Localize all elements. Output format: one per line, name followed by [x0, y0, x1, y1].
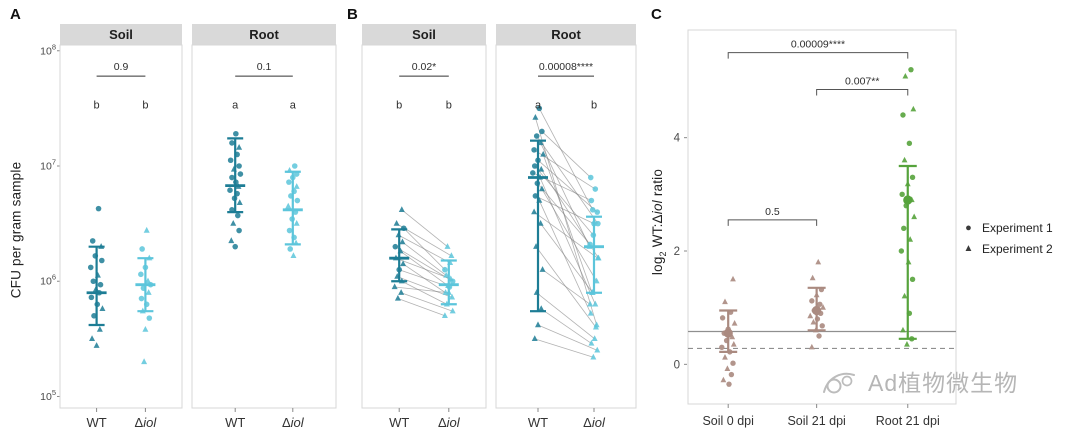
svg-text:107: 107	[40, 158, 56, 173]
panel-a: 105 106 107 108 Soil 0.9 b b WT Δiol Root 0.1 a a WT Δi…	[6, 2, 340, 443]
svg-text:0.02*: 0.02*	[412, 61, 437, 73]
svg-text:Root: Root	[551, 27, 581, 42]
panel-b: Soil 0.02* b b WT Δiol Root 0.00008**** a b WT Δiol	[344, 2, 642, 443]
svg-text:b: b	[94, 99, 100, 111]
watermark: Ad植物微生物	[818, 364, 1018, 398]
facet-soil: Soil 0.9 b b WT Δiol	[59, 24, 183, 430]
svg-text:a: a	[290, 99, 297, 111]
legend-item-experiment-1: ● Experiment 1	[962, 221, 1053, 235]
svg-text:b: b	[591, 99, 597, 111]
svg-text:Δiol: Δiol	[135, 415, 158, 430]
panel-c-letter: C	[651, 6, 662, 23]
group-soil-0-dpi	[719, 275, 738, 408]
svg-text:Δiol: Δiol	[282, 415, 305, 430]
legend-label: Experiment 1	[982, 221, 1053, 235]
svg-text:0.5: 0.5	[765, 206, 780, 218]
svg-text:WT: WT	[528, 415, 548, 430]
svg-text:0.9: 0.9	[114, 61, 129, 73]
svg-text:b: b	[396, 99, 402, 111]
legend: ● Experiment 1 ▲ Experiment 2	[962, 221, 1053, 256]
panel-b-chart: Soil 0.02* b b WT Δiol Root 0.00008**** a b WT Δiol	[361, 24, 637, 430]
svg-text:0.1: 0.1	[257, 61, 272, 73]
svg-text:0.00008****: 0.00008****	[539, 61, 593, 73]
circle-icon: ●	[965, 221, 972, 234]
svg-text:Root: Root	[249, 27, 279, 42]
bracket-1: 0.007**	[816, 76, 909, 96]
points	[530, 105, 602, 360]
pair-lines	[532, 108, 599, 358]
svg-text:b: b	[446, 99, 452, 111]
triangle-icon: ▲	[963, 243, 974, 254]
svg-text:WT: WT	[86, 415, 106, 430]
svg-text:4: 4	[674, 133, 681, 145]
y-axis: 0 2 4	[674, 133, 687, 371]
y-axis: 105 106 107 108	[40, 42, 60, 403]
legend-item-experiment-2: ▲ Experiment 2	[962, 242, 1053, 256]
group-root-21-dpi	[898, 66, 918, 408]
panel-c-chart: 0 2 4 Soil 0 dpi Soil 21 dpi Root 21 dpi 0.000…	[674, 29, 957, 428]
svg-text:Soil: Soil	[412, 27, 436, 42]
svg-text:a: a	[535, 99, 542, 111]
svg-text:105: 105	[40, 388, 56, 403]
svg-text:0: 0	[674, 359, 680, 371]
panel-a-letter: A	[10, 6, 21, 23]
svg-text:WT: WT	[389, 415, 409, 430]
panel-c: 0 2 4 Soil 0 dpi Soil 21 dpi Root 21 dpi 0.000…	[644, 2, 960, 443]
panel-a-chart: 105 106 107 108 Soil 0.9 b b WT Δiol Root 0.1 a a WT Δi…	[40, 24, 337, 430]
facet-soil: Soil 0.02* b b WT Δiol	[361, 24, 487, 430]
bracket-2: 0.5	[727, 206, 818, 226]
bracket-0: 0.00009****	[727, 39, 909, 59]
svg-text:106: 106	[40, 273, 56, 288]
svg-text:108: 108	[40, 42, 56, 57]
watermark-logo-icon	[823, 372, 855, 394]
panel-b-letter: B	[347, 6, 358, 23]
svg-text:2: 2	[674, 246, 680, 258]
svg-text:Soil: Soil	[109, 27, 133, 42]
legend-label: Experiment 2	[982, 242, 1053, 256]
svg-text:Δiol: Δiol	[438, 415, 461, 430]
svg-text:Soil 0 dpi: Soil 0 dpi	[702, 414, 753, 428]
facet-root: Root 0.1 a a WT Δiol	[191, 24, 337, 430]
svg-text:Root 21 dpi: Root 21 dpi	[876, 414, 940, 428]
watermark-text: Ad植物微生物	[868, 370, 1019, 396]
svg-text:WT: WT	[225, 415, 245, 430]
svg-text:b: b	[142, 99, 148, 111]
facet-root: Root 0.00008**** a b WT Δiol	[495, 24, 637, 430]
svg-text:Soil 21 dpi: Soil 21 dpi	[787, 414, 845, 428]
reference-lines	[688, 330, 956, 350]
svg-text:a: a	[232, 99, 239, 111]
svg-text:Δiol: Δiol	[583, 415, 606, 430]
svg-text:0.007**: 0.007**	[845, 76, 879, 88]
svg-text:0.00009****: 0.00009****	[791, 39, 845, 51]
group-soil-21-dpi	[807, 258, 826, 408]
